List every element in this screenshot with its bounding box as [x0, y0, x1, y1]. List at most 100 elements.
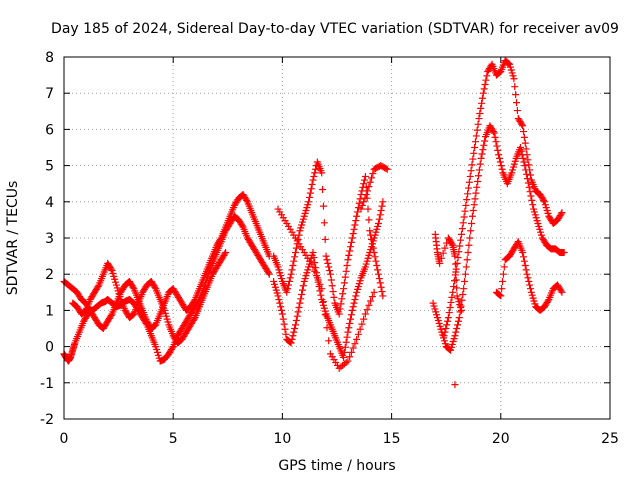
data-point: [377, 206, 385, 214]
data-point: [376, 211, 384, 219]
data-point: [511, 83, 519, 91]
data-point: [354, 330, 362, 338]
data-point: [365, 301, 373, 309]
data-point: [278, 306, 286, 314]
data-point: [340, 348, 348, 356]
data-point: [310, 172, 318, 180]
data-point: [293, 312, 301, 320]
data-point: [294, 308, 302, 316]
series-trace-c: [69, 248, 230, 347]
data-point: [374, 220, 382, 228]
data-point: [345, 324, 353, 332]
data-point: [525, 161, 533, 169]
data-point: [490, 129, 498, 137]
data-point: [525, 277, 533, 285]
x-tick-label: 0: [60, 431, 69, 447]
data-point: [470, 149, 478, 157]
data-point: [377, 283, 385, 291]
data-point: [368, 293, 376, 301]
data-point: [496, 291, 504, 299]
data-point: [311, 169, 319, 177]
y-tick-label: 2: [45, 267, 54, 283]
data-point: [521, 162, 529, 170]
data-point: [349, 303, 357, 311]
data-point: [451, 381, 459, 389]
data-point: [326, 270, 334, 278]
data-point: [518, 120, 526, 128]
data-point: [464, 184, 472, 192]
data-point: [461, 207, 469, 215]
y-tick-label: 3: [45, 231, 54, 247]
data-point: [298, 286, 306, 294]
data-point: [513, 107, 521, 115]
data-point: [557, 287, 565, 295]
data-point: [264, 269, 272, 277]
chart-title: Day 185 of 2024, Sidereal Day-to-day VTE…: [51, 21, 619, 37]
data-point: [168, 344, 176, 352]
data-point: [441, 328, 449, 336]
data-point: [451, 332, 459, 340]
data-point: [327, 276, 335, 284]
data-point: [460, 285, 468, 293]
data-point: [365, 216, 373, 224]
data-point: [441, 244, 449, 252]
y-tick-label: 0: [45, 340, 54, 356]
data-point: [526, 281, 534, 289]
data-point: [317, 291, 325, 299]
data-point: [347, 238, 355, 246]
data-point: [520, 128, 528, 136]
data-point: [297, 295, 305, 303]
data-point: [454, 321, 462, 329]
data-point: [526, 188, 534, 196]
data-point: [519, 154, 527, 162]
data-point: [348, 234, 356, 242]
data-point: [365, 183, 373, 191]
data-point: [370, 288, 378, 296]
data-point: [330, 293, 338, 301]
data-point: [475, 166, 483, 174]
data-point: [496, 158, 504, 166]
data-point: [358, 320, 366, 328]
data-point: [306, 189, 314, 197]
data-point: [465, 178, 473, 186]
data-point: [472, 189, 480, 197]
data-point: [520, 257, 528, 265]
y-tick-label: 5: [45, 159, 54, 175]
data-point: [374, 270, 382, 278]
data-point: [526, 166, 534, 174]
data-point: [454, 254, 462, 262]
data-point: [296, 299, 304, 307]
data-point: [309, 263, 317, 271]
data-point: [442, 325, 450, 332]
data-point: [339, 290, 347, 298]
data-point: [274, 292, 282, 300]
data-point: [467, 167, 475, 175]
data-point: [462, 263, 470, 271]
data-point: [314, 276, 322, 284]
data-point: [107, 311, 115, 319]
data-point: [373, 262, 381, 270]
data-point: [478, 99, 486, 107]
data-point: [346, 247, 354, 255]
data-point: [560, 248, 568, 256]
data-point: [372, 257, 380, 265]
data-point: [287, 339, 295, 347]
data-point: [286, 274, 294, 282]
series-trace-a: [60, 212, 273, 365]
data-point: [522, 266, 530, 274]
data-point: [513, 99, 521, 107]
data-point: [557, 210, 565, 218]
data-point: [471, 195, 479, 203]
data-point: [457, 306, 465, 314]
data-point: [360, 198, 368, 206]
data-point: [379, 198, 387, 206]
data-point: [528, 196, 536, 204]
data-point: [470, 201, 478, 209]
data-point: [445, 309, 453, 317]
data-point: [316, 280, 324, 288]
data-point: [440, 332, 448, 340]
data-point: [452, 328, 460, 336]
data-point: [319, 185, 327, 193]
data-point: [457, 230, 465, 238]
data-point: [473, 183, 481, 191]
